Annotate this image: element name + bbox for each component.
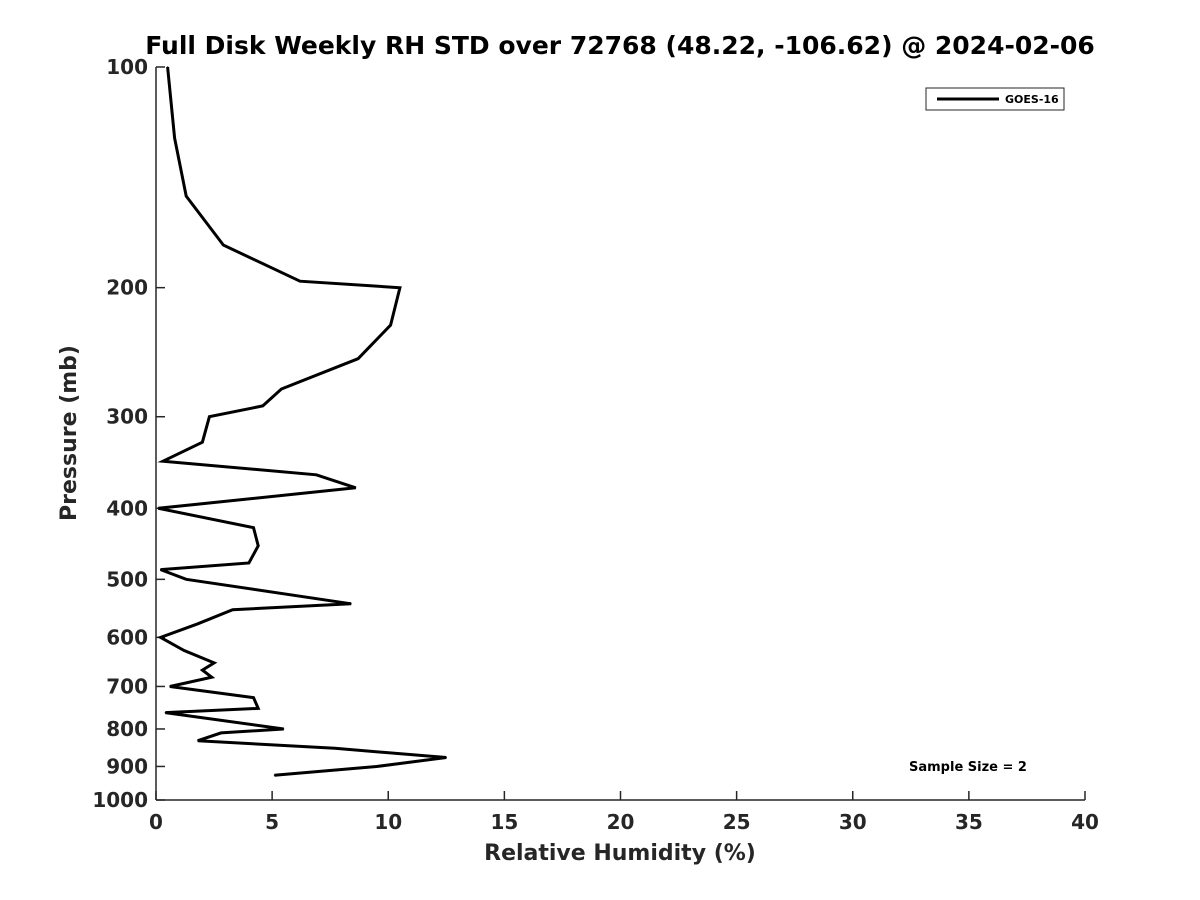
data-point <box>257 545 259 547</box>
data-point <box>376 765 378 768</box>
data-point <box>197 623 199 625</box>
data-point <box>185 578 187 580</box>
data-point <box>201 441 203 443</box>
y-ticks: 100 200 300 400 500 600 700 800 900 1000 <box>92 55 165 812</box>
data-point <box>220 732 222 734</box>
data-point <box>257 707 259 710</box>
data-point <box>160 636 162 639</box>
x-tick-label: 5 <box>265 810 279 834</box>
data-point <box>167 66 169 68</box>
data-point <box>399 287 401 289</box>
data-point <box>164 712 166 714</box>
y-tick-label: 200 <box>106 276 148 300</box>
y-tick-label: 700 <box>106 674 148 698</box>
data-point <box>201 669 203 671</box>
data-point <box>157 507 159 509</box>
x-tick-label: 10 <box>374 810 402 834</box>
data-point <box>160 569 162 571</box>
data-point <box>252 527 255 529</box>
y-tick-label: 1000 <box>92 788 148 812</box>
data-point <box>299 280 301 282</box>
series-layer <box>157 66 447 777</box>
y-tick-label: 800 <box>106 717 148 741</box>
y-tick-label: 600 <box>106 625 148 649</box>
y-tick-label: 500 <box>106 567 148 591</box>
x-tick-label: 25 <box>723 810 751 834</box>
data-point <box>211 676 213 678</box>
data-point <box>208 416 210 418</box>
y-tick-label: 900 <box>106 754 148 778</box>
data-point <box>183 649 185 652</box>
legend: GOES-16 <box>925 87 1065 111</box>
x-ticks: 0 5 10 15 20 25 30 35 40 <box>149 791 1099 834</box>
x-axis-label: Relative Humidity (%) <box>484 841 756 866</box>
data-point <box>355 487 357 489</box>
data-point <box>252 697 255 699</box>
data-point <box>350 603 352 605</box>
data-point <box>248 562 250 564</box>
data-point <box>283 728 285 730</box>
x-tick-label: 0 <box>149 810 163 834</box>
y-tick-label: 300 <box>106 405 148 429</box>
data-point <box>162 460 164 462</box>
data-point <box>174 137 176 139</box>
data-point <box>232 609 234 611</box>
y-tick-label: 400 <box>106 496 148 520</box>
data-point <box>357 358 359 360</box>
x-tick-label: 20 <box>607 810 635 834</box>
data-point <box>169 685 171 688</box>
data-point <box>334 747 336 749</box>
sample-size-annotation: Sample Size = 2 <box>909 760 1027 775</box>
data-point <box>390 324 392 326</box>
data-point <box>273 774 275 776</box>
plot-area <box>156 67 1085 800</box>
x-tick-label: 40 <box>1071 810 1099 834</box>
data-point <box>262 405 264 407</box>
legend-entry-goes-16: GOES-16 <box>1005 93 1059 106</box>
y-axis-label: Pressure (mb) <box>57 345 82 521</box>
x-tick-label: 15 <box>490 810 518 834</box>
x-tick-label: 30 <box>839 810 867 834</box>
x-tick-label: 35 <box>955 810 983 834</box>
data-point <box>280 388 282 390</box>
data-point <box>222 244 224 246</box>
data-point <box>197 740 199 742</box>
y-tick-label: 100 <box>106 55 148 79</box>
data-point <box>185 195 187 197</box>
chart-title: Full Disk Weekly RH STD over 72768 (48.2… <box>145 31 1095 60</box>
series-line-goes-16 <box>157 66 447 777</box>
data-point <box>315 474 317 476</box>
data-point <box>213 662 215 664</box>
data-point <box>445 756 447 759</box>
